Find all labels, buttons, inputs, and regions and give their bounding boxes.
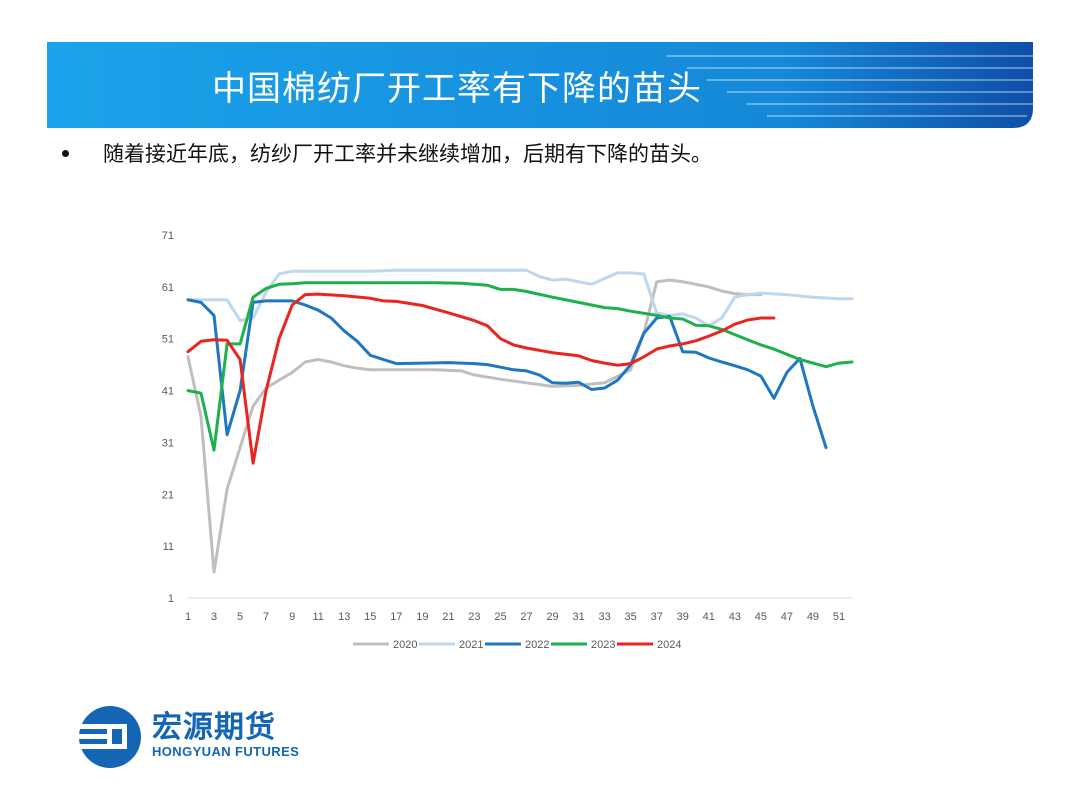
logo-mark-icon [77, 706, 141, 768]
legend-label-2024: 2024 [657, 639, 681, 651]
x-tick-label: 1 [185, 611, 191, 623]
page-title: 中国棉纺厂开工率有下降的苗头 [212, 68, 702, 109]
x-tick-label: 25 [494, 611, 506, 623]
x-tick-label: 15 [364, 611, 376, 623]
x-tick-label: 41 [703, 611, 715, 623]
x-tick-label: 39 [677, 611, 689, 623]
title-banner [47, 42, 1033, 128]
y-tick-label: 71 [162, 230, 174, 242]
x-tick-label: 23 [468, 611, 480, 623]
x-tick-label: 31 [572, 611, 584, 623]
x-tick-label: 35 [625, 611, 637, 623]
y-tick-label: 1 [168, 593, 174, 605]
y-tick-label: 41 [162, 386, 174, 398]
legend-label-2022: 2022 [525, 639, 549, 651]
banner-graphic [47, 42, 1033, 128]
x-tick-label: 11 [312, 611, 323, 623]
x-tick-label: 9 [289, 611, 295, 623]
x-tick-label: 3 [211, 611, 217, 623]
logo-name-cn: 宏源期货 [152, 710, 276, 745]
y-tick-label: 61 [162, 282, 174, 294]
x-tick-label: 47 [781, 611, 793, 623]
series-line-2020 [186, 278, 763, 574]
logo-name-en: HONGYUAN FUTURES [152, 744, 300, 759]
y-tick-label: 51 [162, 334, 174, 346]
legend-label-2023: 2023 [591, 639, 615, 651]
y-tick-label: 11 [163, 541, 174, 553]
series-line-2022 [186, 298, 828, 450]
x-tick-label: 33 [599, 611, 611, 623]
legend-label-2021: 2021 [459, 639, 483, 651]
x-tick-label: 19 [416, 611, 428, 623]
y-tick-label: 21 [162, 489, 174, 501]
x-tick-label: 45 [755, 611, 767, 623]
x-tick-label: 29 [546, 611, 558, 623]
y-tick-label: 31 [162, 437, 174, 449]
x-tick-label: 5 [237, 611, 243, 623]
x-tick-label: 13 [338, 611, 350, 623]
legend-label-2020: 2020 [393, 639, 417, 651]
bullet-item: 随着接近年底，纺纱厂开工率并未继续增加，后期有下降的苗头。 [62, 138, 712, 168]
series-line-2021 [186, 268, 854, 328]
company-logo: 宏源期货 HONGYUAN FUTURES [77, 700, 317, 772]
x-tick-label: 51 [833, 611, 845, 623]
x-tick-label: 49 [807, 611, 819, 623]
series-line-2023 [186, 281, 854, 452]
line-chart: 1 11 21 31 41 51 61 71 1 3 5 7 9 11 13 15 17 19 21 23 25 27 29… [140, 220, 880, 670]
x-tick-label: 21 [442, 611, 454, 623]
series-line-2024 [186, 292, 776, 465]
bullet-text: 随着接近年底，纺纱厂开工率并未继续增加，后期有下降的苗头。 [103, 142, 712, 166]
bullet-dot-icon [62, 149, 69, 157]
x-tick-label: 43 [729, 611, 741, 623]
x-tick-label: 7 [263, 611, 269, 623]
x-tick-label: 37 [651, 611, 663, 623]
x-tick-label: 27 [520, 611, 532, 623]
x-tick-label: 17 [390, 611, 402, 623]
